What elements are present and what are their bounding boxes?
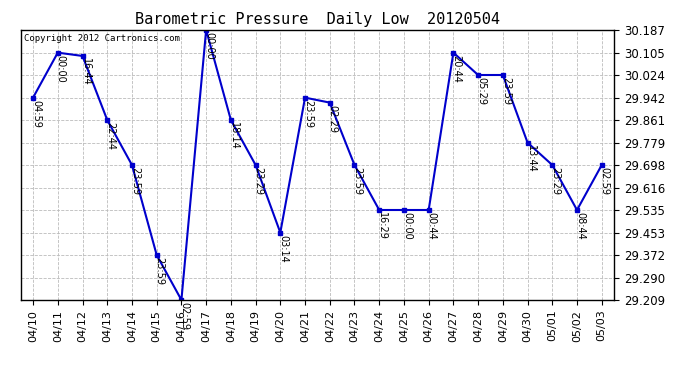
Text: 16:29: 16:29 [377,212,387,240]
Title: Barometric Pressure  Daily Low  20120504: Barometric Pressure Daily Low 20120504 [135,12,500,27]
Text: 00:44: 00:44 [426,212,437,240]
Text: 20:44: 20:44 [451,55,462,82]
Text: 02:59: 02:59 [600,167,610,195]
Text: 23:59: 23:59 [155,257,165,285]
Text: 08:44: 08:44 [575,212,585,240]
Text: 22:44: 22:44 [105,122,115,150]
Text: 05:29: 05:29 [476,77,486,105]
Text: 23:59: 23:59 [130,167,140,195]
Text: 23:59: 23:59 [501,77,511,105]
Text: 02:29: 02:29 [328,105,337,133]
Text: 04:59: 04:59 [31,100,41,128]
Text: 03:14: 03:14 [278,235,288,262]
Text: 18:14: 18:14 [229,122,239,150]
Text: 23:29: 23:29 [550,167,560,195]
Text: 16:44: 16:44 [81,58,90,86]
Text: 00:00: 00:00 [56,55,66,82]
Text: 23:29: 23:29 [253,167,264,195]
Text: Copyright 2012 Cartronics.com: Copyright 2012 Cartronics.com [23,34,179,43]
Text: 13:44: 13:44 [526,145,535,172]
Text: 02:59: 02:59 [179,302,189,330]
Text: 00:00: 00:00 [402,212,412,240]
Text: 23:59: 23:59 [353,167,362,195]
Text: 00:00: 00:00 [204,32,214,60]
Text: 23:59: 23:59 [303,100,313,128]
